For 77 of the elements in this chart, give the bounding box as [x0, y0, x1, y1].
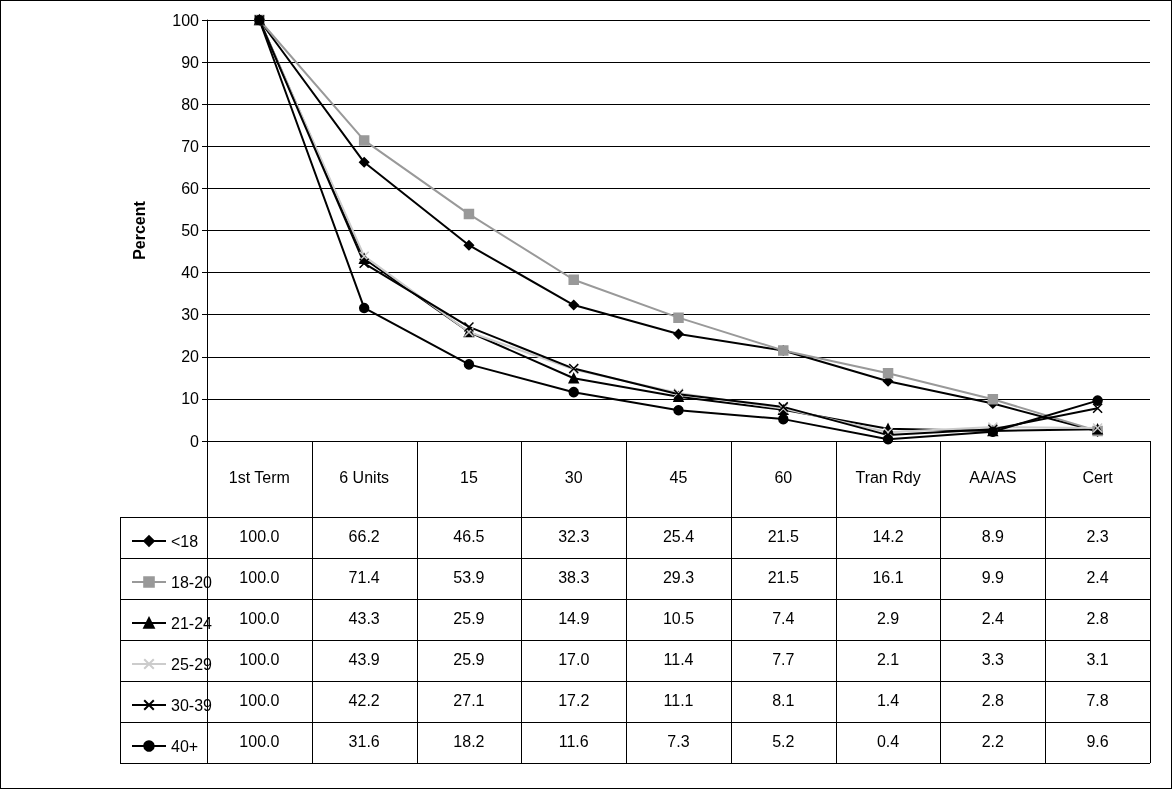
x-tick-label: 6 Units	[339, 468, 390, 486]
y-tick-label: 70	[181, 137, 200, 155]
data-label: 7.8	[1085, 692, 1110, 710]
data-label: 25.9	[452, 610, 486, 628]
data-label: 100.0	[239, 692, 280, 709]
data-label: 8.9	[980, 528, 1005, 546]
y-tick-label: 20	[181, 348, 200, 366]
data-label: 31.6	[347, 733, 381, 751]
data-label: 2.8	[980, 692, 1005, 710]
data-label: 32.3	[557, 528, 591, 546]
y-axis-title: Percent	[130, 200, 148, 260]
data-label: 7.7	[771, 651, 796, 669]
y-tick-label: 90	[181, 53, 200, 71]
data-label: 42.2	[347, 692, 381, 710]
data-label: 3.1	[1085, 651, 1110, 669]
x-tick-label: Cert	[1082, 468, 1114, 486]
data-label: 0.4	[875, 733, 901, 751]
data-label: 2.1	[875, 651, 901, 669]
data-label: 27.1	[452, 692, 486, 710]
y-tick-label: 40	[181, 264, 200, 282]
x-tick-label: 1st Term	[228, 468, 290, 486]
x-tick-label: 15	[460, 468, 478, 486]
data-label: 25.9	[452, 651, 486, 669]
data-label: 100.0	[239, 651, 280, 668]
data-label: 5.2	[771, 733, 796, 751]
data-label: 11.4	[662, 651, 695, 669]
x-tick-label: 60	[774, 468, 793, 486]
x-tick-label: 30	[564, 468, 583, 486]
data-label: 17.2	[557, 692, 591, 710]
data-label: 8.1	[771, 692, 796, 710]
data-label: 1.4	[875, 692, 901, 710]
data-label: 16.1	[871, 569, 905, 587]
data-label: 10.5	[661, 610, 696, 628]
data-label: 100.0	[239, 569, 280, 586]
data-label: 46.5	[452, 528, 486, 546]
y-tick-label: 30	[181, 306, 200, 324]
data-label: 43.9	[347, 651, 381, 669]
data-label: 25.4	[661, 528, 696, 546]
data-label: 21.5	[766, 569, 800, 587]
data-label: 2.4	[1085, 569, 1110, 587]
x-tick-label: AA/AS	[969, 468, 1017, 486]
data-label: 11.6	[557, 733, 590, 751]
data-label: 29.3	[661, 569, 696, 587]
data-label: 17.0	[557, 651, 591, 669]
data-label: 2.8	[1085, 610, 1110, 628]
data-label: 3.3	[980, 651, 1005, 669]
data-label: 100.0	[239, 610, 280, 627]
data-label: 71.4	[347, 569, 381, 587]
data-label: 2.3	[1085, 528, 1110, 546]
legend-label: <18	[171, 532, 199, 550]
data-label: 100.0	[238, 733, 281, 751]
legend-label: 40+	[171, 737, 199, 755]
y-tick-label: 60	[181, 179, 200, 197]
data-label: 7.4	[771, 610, 796, 628]
data-label: 21.5	[766, 528, 800, 546]
data-label: 2.2	[980, 733, 1005, 751]
data-label: 2.4	[980, 610, 1005, 628]
x-tick-label: 45	[669, 468, 688, 486]
data-label: 9.6	[1085, 733, 1110, 751]
data-label: 2.9	[875, 610, 901, 628]
data-label: 53.9	[452, 569, 486, 587]
data-label: 100.0	[238, 528, 281, 546]
data-label: 66.2	[347, 528, 381, 546]
data-label: 18.2	[452, 733, 486, 751]
y-tick-label: 10	[181, 390, 200, 408]
data-label: 43.3	[347, 610, 381, 628]
y-tick-label: 50	[181, 222, 200, 239]
x-tick-label: Tran Rdy	[855, 468, 921, 486]
data-label: 7.3	[666, 733, 691, 751]
data-label: 14.9	[557, 610, 591, 628]
data-label: 14.2	[871, 528, 905, 546]
y-tick-label: 100	[172, 11, 200, 29]
data-label: 38.3	[557, 569, 591, 587]
y-tick-label: 80	[181, 95, 200, 113]
data-label: 9.9	[980, 569, 1005, 587]
data-label: 11.1	[662, 692, 695, 710]
y-tick-label: 0	[190, 432, 200, 450]
